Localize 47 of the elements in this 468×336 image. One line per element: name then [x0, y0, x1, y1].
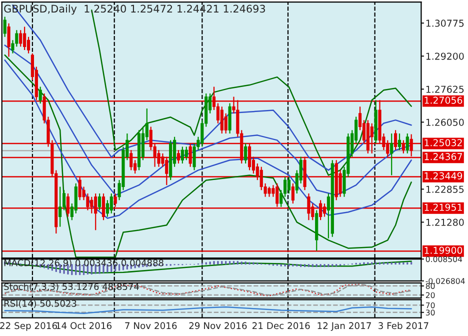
- y-tick-label: 1.21280: [426, 218, 464, 226]
- x-tick-label: 14 Oct 2016: [56, 322, 112, 330]
- candlestick: [110, 192, 113, 214]
- line-series: [4, 59, 412, 219]
- candlestick: [398, 132, 402, 151]
- x-tick-label: 21 Dec 2016: [252, 322, 310, 330]
- candlestick: [19, 30, 22, 48]
- ref-line-label: 1.24367: [424, 153, 462, 160]
- ref-line-label: 1.19900: [424, 246, 462, 254]
- y-tick-label: 1.22855: [426, 186, 464, 193]
- y-tick-label: 1.29200: [426, 52, 464, 60]
- candlestick: [106, 200, 109, 218]
- ref-line-label: 1.23449: [424, 172, 462, 180]
- y-tick-label: 1.27625: [426, 86, 464, 93]
- candlestick: [23, 26, 26, 51]
- x-tick-label: 3 Feb 2017: [378, 322, 428, 330]
- y-tick-label: 1.26050: [426, 118, 464, 126]
- x-tick-label: 7 Nov 2016: [125, 322, 177, 330]
- candlestick: [291, 182, 294, 204]
- candlestick: [224, 112, 228, 134]
- candlestick: [98, 192, 102, 211]
- x-tick-label: 12 Jan 2017: [318, 322, 371, 331]
- ref-line-label: 1.25032: [424, 139, 462, 146]
- ref-line-label: 1.27056: [424, 96, 462, 104]
- candlestick: [3, 16, 6, 38]
- candlestick: [406, 132, 409, 154]
- line-series: [4, 54, 412, 258]
- chart-title: RSI(14) 50.5023: [4, 300, 76, 308]
- candlestick: [220, 106, 224, 134]
- x-tick-label: 29 Nov 2016: [189, 322, 247, 330]
- candlestick: [58, 186, 62, 228]
- candlestick: [244, 142, 248, 164]
- candlestick: [390, 132, 394, 176]
- x-tick-label: 22 Sep 2016: [0, 322, 57, 331]
- line-series: [4, 306, 412, 314]
- candlestick: [228, 102, 232, 134]
- candlestick: [74, 182, 78, 214]
- line-series: [4, 44, 412, 196]
- candlestick: [26, 36, 30, 54]
- ref-line-label: 1.21951: [424, 204, 462, 211]
- candlestick: [268, 186, 271, 198]
- candlestick: [7, 22, 10, 58]
- y-tick-label: 1.30775: [426, 20, 464, 27]
- candlestick: [38, 86, 42, 104]
- candlestick: [184, 146, 188, 161]
- candlestick: [180, 146, 184, 164]
- line-series: [4, 260, 412, 274]
